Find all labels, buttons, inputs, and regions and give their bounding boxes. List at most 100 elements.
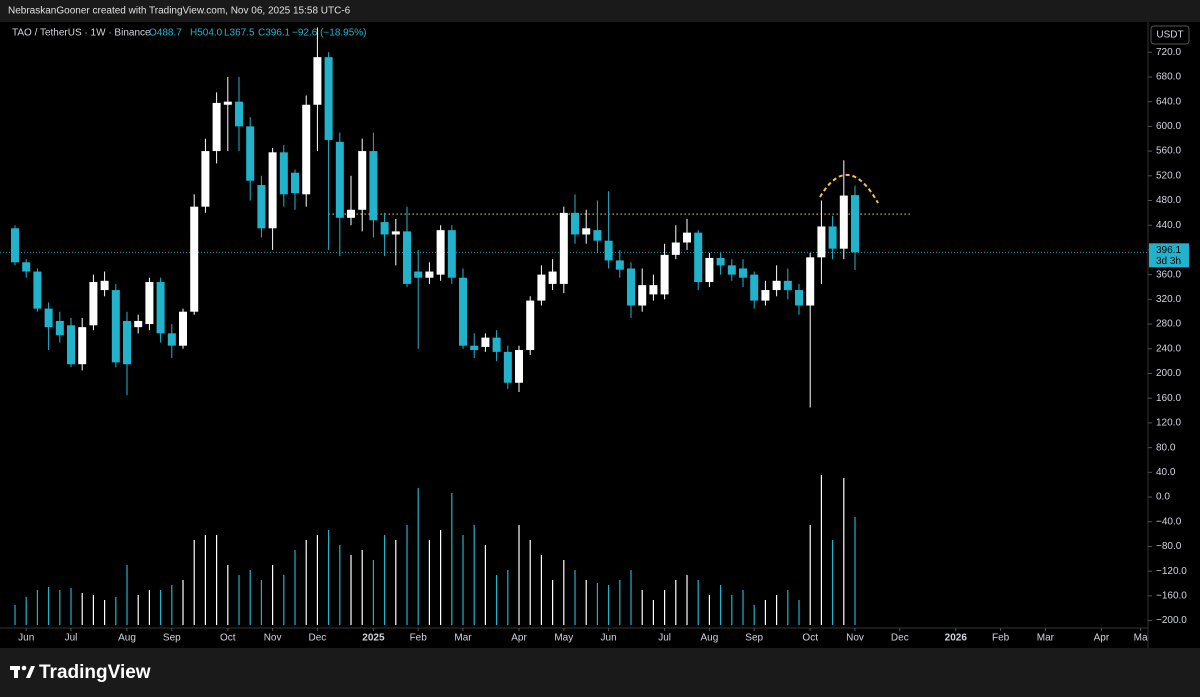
candle-body <box>548 271 557 284</box>
x-tick-label: Nov <box>264 633 282 644</box>
x-tick-label: Aug <box>701 633 719 644</box>
candle-body <box>851 195 860 253</box>
candle-body <box>111 290 120 363</box>
candle-body <box>44 308 53 328</box>
x-tick-label: Dec <box>309 633 327 644</box>
y-tick-label: 440.0 <box>1156 220 1181 231</box>
x-tick-label: Oct <box>802 633 818 644</box>
candle-body <box>795 290 804 306</box>
y-tick-label: 280.0 <box>1156 319 1181 330</box>
y-tick-label: 160.0 <box>1156 393 1181 404</box>
candle-body <box>179 311 188 346</box>
legend: TAO / TetherUS · 1W · Binance O488.7 H50… <box>12 28 367 39</box>
price-tag-value: 396.1 <box>1156 245 1181 256</box>
candle-body <box>302 104 311 195</box>
y-tick-label: 320.0 <box>1156 294 1181 305</box>
y-tick-label: 680.0 <box>1156 72 1181 83</box>
x-tick-label: 2025 <box>362 633 385 644</box>
candle-body <box>683 232 692 243</box>
x-tick-label: Jun <box>601 633 617 644</box>
candle-body <box>257 185 266 229</box>
logo-icon <box>10 665 35 678</box>
candle-body <box>123 320 132 365</box>
candle-body <box>750 274 759 301</box>
price-tag <box>1149 243 1189 268</box>
candle-body <box>212 102 221 152</box>
x-tick-label: Mar <box>454 633 472 644</box>
candle-body <box>537 274 546 301</box>
candle-body <box>246 126 255 181</box>
candle-body <box>447 230 456 278</box>
x-tick-label: Mar <box>1037 633 1055 644</box>
y-tick-label: 600.0 <box>1156 121 1181 132</box>
candle-body <box>436 230 445 275</box>
x-tick-label: Ma <box>1134 633 1148 644</box>
y-tick-label: 520.0 <box>1156 170 1181 181</box>
y-tick-label: 120.0 <box>1156 418 1181 429</box>
candle-body <box>739 268 748 278</box>
legend-symbol: TAO / TetherUS · 1W · Binance <box>12 28 151 39</box>
y-tick-label: −40.0 <box>1156 516 1182 527</box>
header-bar <box>0 0 1200 22</box>
candle-body <box>380 222 389 235</box>
candle-body <box>358 151 367 210</box>
candle-body <box>593 230 602 241</box>
candle-body <box>279 152 288 195</box>
candle-body <box>235 101 244 127</box>
candle-body <box>671 242 680 255</box>
candle-body <box>727 265 736 275</box>
candle-body <box>638 285 647 306</box>
y-tick-label: 40.0 <box>1156 467 1176 478</box>
x-tick-label: Oct <box>220 633 236 644</box>
candle-body <box>145 282 154 325</box>
legend-high: H504.0 <box>190 28 223 39</box>
x-tick-label: Aug <box>118 633 136 644</box>
x-tick-label: May <box>554 633 573 644</box>
candle-body <box>67 325 76 365</box>
y-tick-label: 80.0 <box>1156 442 1176 453</box>
candle-body <box>55 320 64 336</box>
candle-body <box>89 282 98 326</box>
y-tick-label: 560.0 <box>1156 146 1181 157</box>
legend-change: −92.6 (−18.95%) <box>292 28 367 39</box>
candle-body <box>817 226 826 258</box>
candle-body <box>694 232 703 283</box>
y-tick-label: 480.0 <box>1156 195 1181 206</box>
candle-body <box>190 206 199 312</box>
candle-body <box>78 327 87 365</box>
y-tick-label: −80.0 <box>1156 541 1182 552</box>
legend-open: O488.7 <box>149 28 182 39</box>
x-tick-label: Nov <box>846 633 864 644</box>
candle-body <box>201 151 210 207</box>
arc-annotation <box>819 174 879 204</box>
currency-box <box>1150 25 1190 45</box>
candle-body <box>167 333 176 346</box>
candle-body <box>615 260 624 270</box>
y-tick-label: 720.0 <box>1156 47 1181 58</box>
logo-text: TradingView <box>39 662 151 683</box>
candle-body <box>526 300 535 351</box>
candle-body <box>492 337 501 352</box>
currency: USDT <box>1156 30 1183 41</box>
candle-body <box>705 257 714 283</box>
candle-body <box>369 151 378 221</box>
candle-body <box>503 351 512 383</box>
y-tick-label: −120.0 <box>1156 566 1187 577</box>
candle-body <box>291 172 300 194</box>
x-tick-label: 2026 <box>945 633 968 644</box>
candle-body <box>716 257 725 266</box>
candle-body <box>268 152 277 229</box>
y-tick-label: 240.0 <box>1156 343 1181 354</box>
candle-body <box>470 345 479 351</box>
candle-body <box>806 257 815 306</box>
candle-body <box>515 350 524 383</box>
candle-body <box>649 285 658 295</box>
candle-body <box>783 280 792 291</box>
y-tick-label: −160.0 <box>1156 591 1187 602</box>
price-tag-countdown: 3d 3h <box>1156 256 1181 267</box>
x-tick-label: Feb <box>410 633 428 644</box>
candle-body <box>761 290 770 301</box>
y-tick-label: −200.0 <box>1156 615 1187 626</box>
legend-low: L367.5 <box>224 28 255 39</box>
